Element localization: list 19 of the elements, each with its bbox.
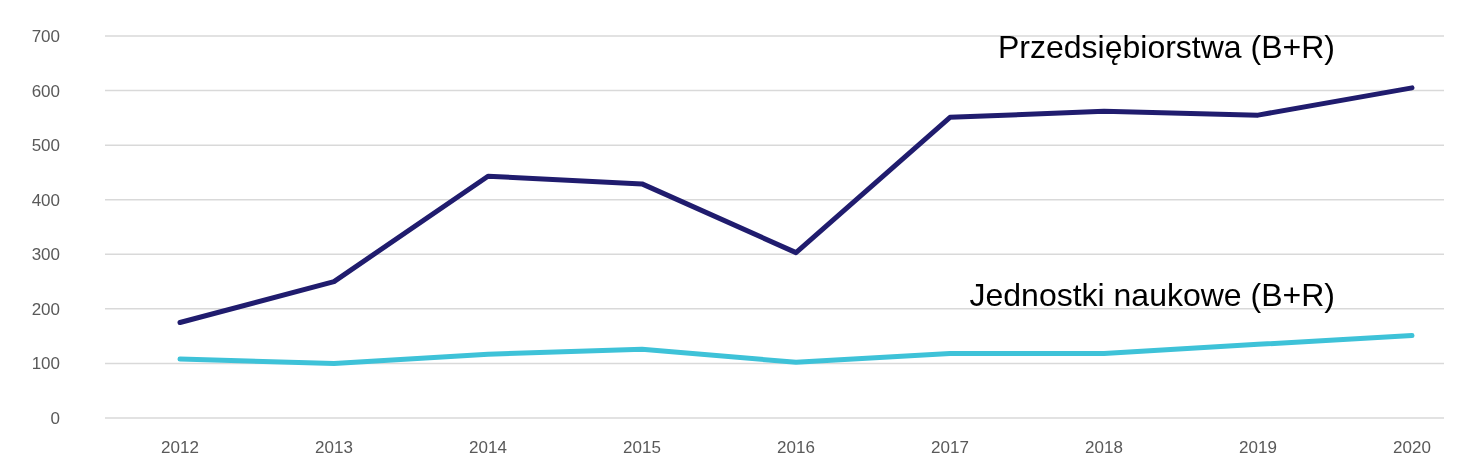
y-tick-label: 300: [31, 245, 60, 265]
x-tick-label: 2020: [1393, 438, 1431, 457]
y-tick-label: 600: [31, 81, 60, 101]
series-label: Jednostki naukowe (B+R): [969, 276, 1335, 313]
y-tick-label: 200: [31, 299, 60, 319]
x-tick-label: 2018: [1085, 438, 1123, 457]
x-tick-label: 2013: [315, 438, 353, 457]
x-tick-label: 2016: [777, 438, 815, 457]
series-label: Przedsiębiorstwa (B+R): [998, 28, 1335, 65]
x-tick-label: 2015: [623, 438, 661, 457]
y-tick-label: 500: [31, 136, 60, 156]
x-tick-label: 2017: [931, 438, 969, 457]
x-tick-label: 2014: [469, 438, 507, 457]
y-tick-label: 400: [31, 190, 60, 210]
y-tick-label: 0: [50, 408, 60, 428]
x-tick-label: 2019: [1239, 438, 1277, 457]
y-tick-label: 100: [31, 354, 60, 374]
y-tick-label: 700: [31, 26, 60, 46]
x-tick-label: 2012: [161, 438, 199, 457]
